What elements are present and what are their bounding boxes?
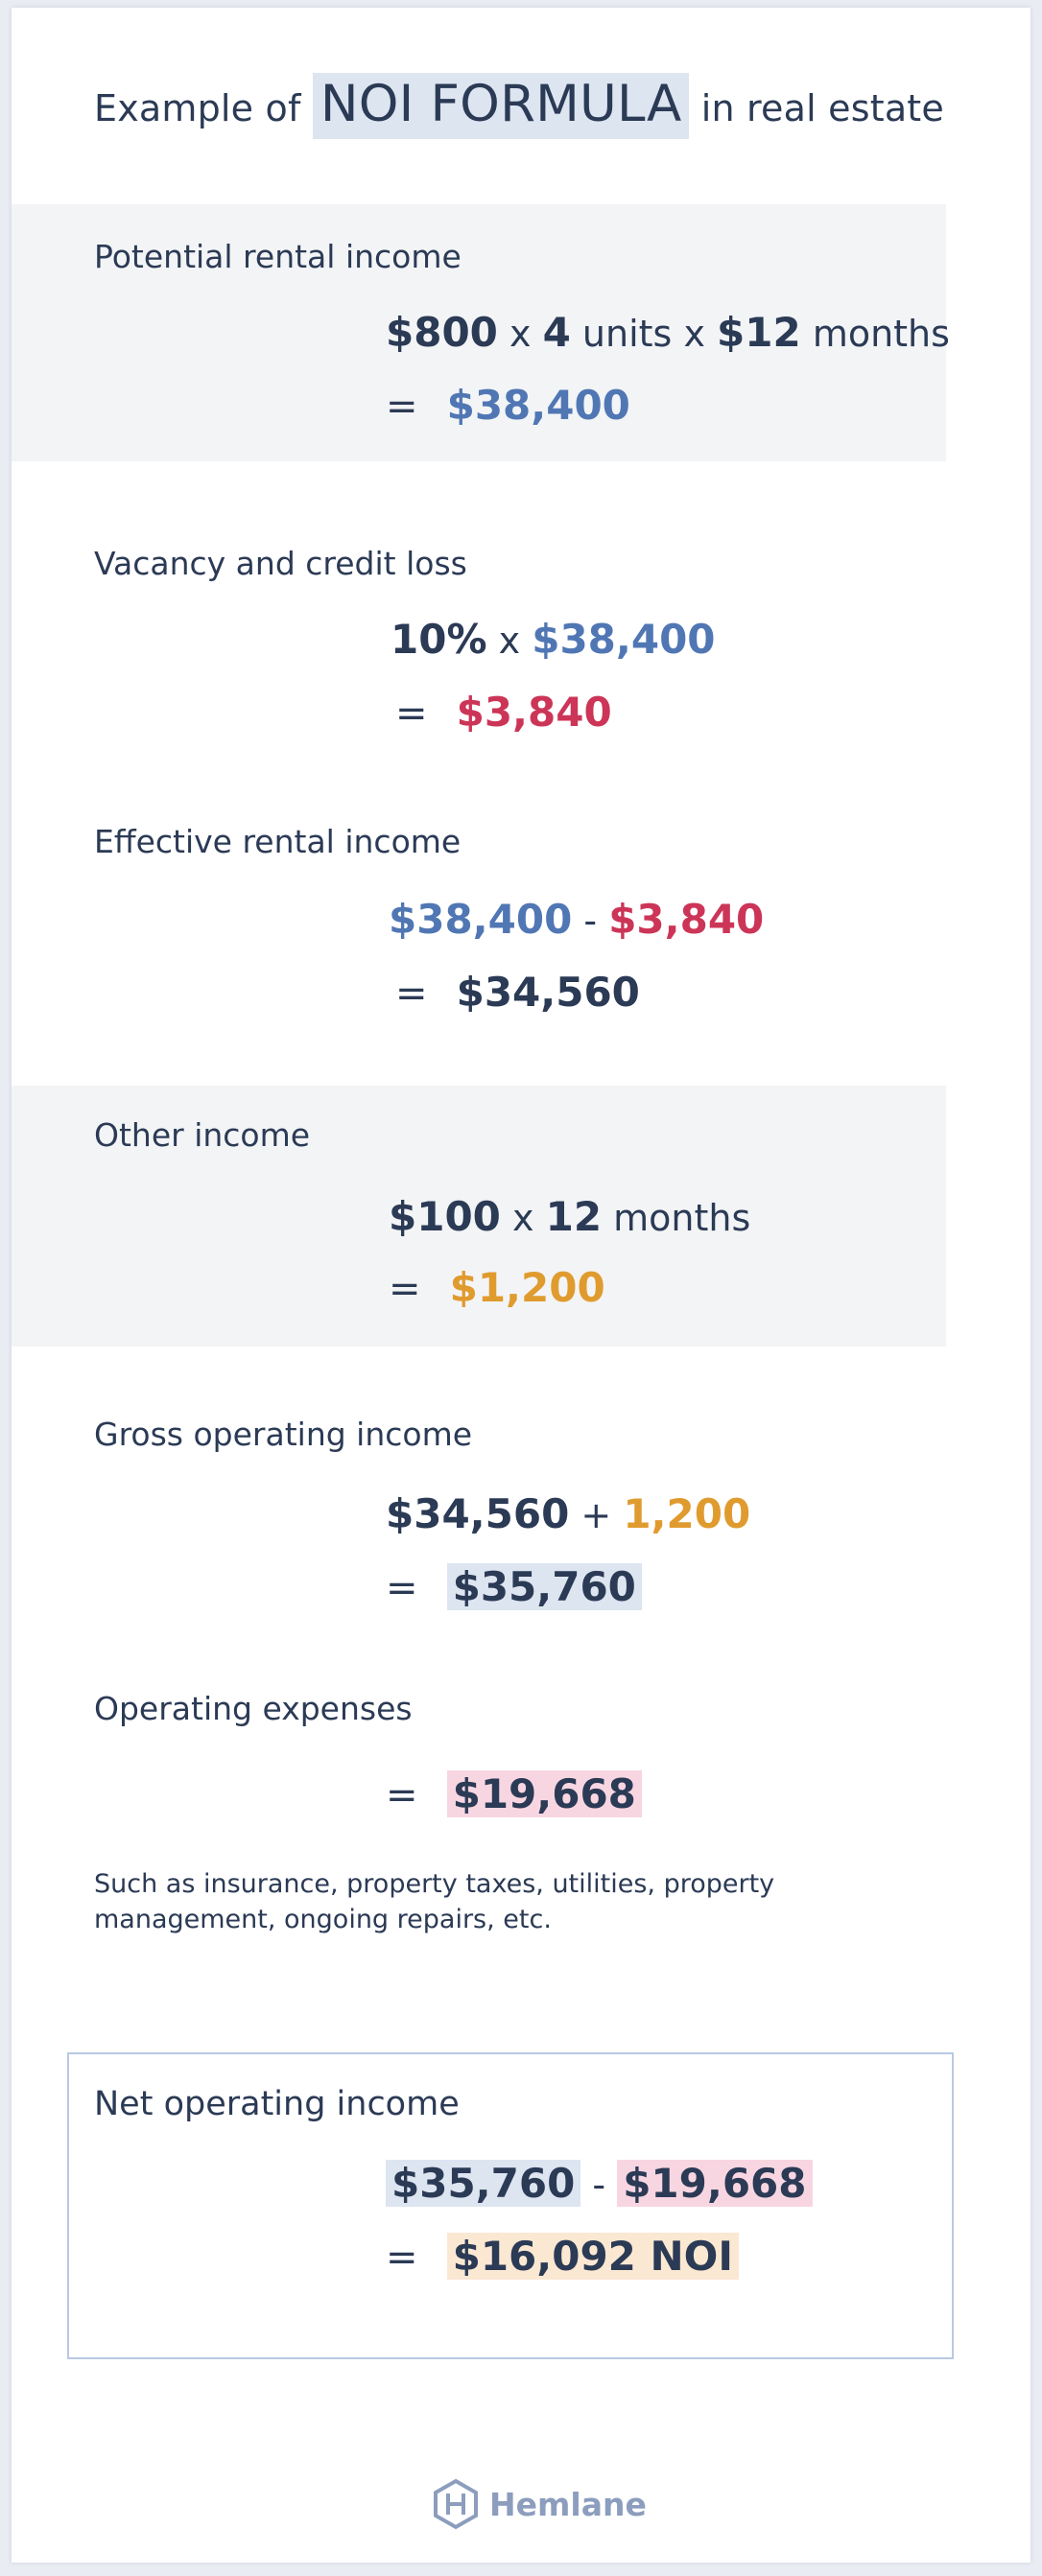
gross-income-result: $35,760 [446,1563,642,1610]
effective-b: $3,840 [608,896,765,943]
other-income-formula: $100 x 12 months [389,1193,750,1240]
gross-b: 1,200 [623,1490,751,1537]
expenses-result-line: = $19,668 [386,1770,642,1817]
effective-income-result: $34,560 [456,969,640,1016]
noi-result-line: = $16,092 NOI [386,2233,740,2280]
title-prefix: Example of [94,87,301,129]
potential-income-label: Potential rental income [94,238,462,275]
units-word: units [581,313,673,355]
potential-income-formula: $800 x 4 units x $12 months [386,309,950,356]
noi-box [67,2052,954,2359]
plus-sign: + [580,1494,612,1536]
months-count: $12 [717,309,801,356]
other-income-result-line: = $1,200 [389,1264,605,1311]
months-word: months [812,313,950,355]
title-highlight: NOI FORMULA [312,73,690,139]
equals-sign: = [395,691,428,736]
minus-sign: - [592,2164,606,2206]
minus-sign: - [583,900,598,942]
other-amount: $100 [389,1193,501,1240]
equals-sign: = [386,2236,418,2280]
other-months-word: months [613,1197,751,1239]
noi-b: $19,668 [617,2160,813,2207]
title-suffix: in real estate [700,87,944,129]
vacancy-result-line: = $3,840 [395,689,612,736]
hexagon-logo-icon [434,2478,478,2530]
other-months-count: 12 [545,1193,603,1240]
vacancy-result: $3,840 [456,689,612,736]
times-sign: x [512,1197,534,1239]
gross-income-result-line: = $35,760 [386,1563,642,1610]
times-sign: x [498,620,521,662]
rent-value: $800 [386,309,498,356]
potential-income-result-line: = $38,400 [386,382,630,429]
page-title: Example of NOI FORMULA in real estate [94,73,944,139]
vacancy-rate: 10% [391,616,487,663]
potential-income-band [12,204,946,461]
equals-sign: = [386,1566,418,1610]
units-count: 4 [542,309,571,356]
noi-a: $35,760 [386,2160,581,2207]
noi-label: Net operating income [94,2085,460,2123]
vacancy-base: $38,400 [532,616,716,663]
times-sign: x [683,313,705,355]
equals-sign: = [386,385,418,429]
expenses-note: Such as insurance, property taxes, utili… [94,1869,775,1934]
other-income-label: Other income [94,1116,311,1154]
equals-sign: = [386,1773,418,1817]
gross-income-formula: $34,560 + 1,200 [386,1490,750,1537]
noi-result: $16,092 NOI [446,2233,740,2280]
other-income-band [12,1086,946,1347]
times-sign: x [509,313,532,355]
brand-name: Hemlane [489,2485,647,2523]
other-income-result: $1,200 [449,1264,605,1311]
vacancy-formula: 10% x $38,400 [391,616,716,663]
effective-income-formula: $38,400 - $3,840 [389,896,764,943]
noi-formula: $35,760 - $19,668 [386,2160,813,2207]
effective-income-result-line: = $34,560 [395,969,640,1016]
gross-a: $34,560 [386,1490,570,1537]
expenses-result: $19,668 [446,1770,642,1817]
vacancy-label: Vacancy and credit loss [94,545,467,582]
equals-sign: = [389,1267,421,1311]
expenses-label: Operating expenses [94,1690,413,1727]
potential-income-result: $38,400 [446,382,630,429]
infographic-card: Example of NOI FORMULA in real estate Po… [12,8,1030,2563]
effective-a: $38,400 [389,896,573,943]
equals-sign: = [395,972,428,1016]
hemlane-logo: Hemlane [430,2478,647,2530]
gross-income-label: Gross operating income [94,1416,473,1453]
effective-income-label: Effective rental income [94,823,462,860]
